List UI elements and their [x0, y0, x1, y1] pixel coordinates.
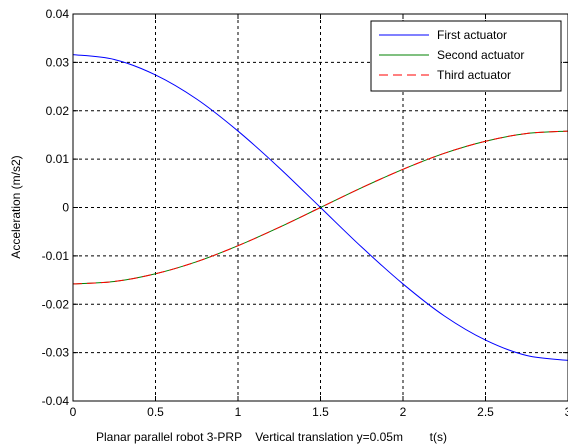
x-axis-label: Planar parallel robot 3-PRP Vertical tra… — [96, 430, 447, 444]
x-tick-label: 2.5 — [477, 405, 494, 419]
legend-label-1: First actuator — [437, 28, 507, 42]
x-tick-label: 1.5 — [312, 405, 329, 419]
y-tick-label: -0.03 — [42, 346, 70, 360]
legend: First actuator Second actuator Third actua… — [370, 20, 562, 92]
axis-ticks: 0 0.5 1 1.5 2 2.5 3 0.04 0.03 0.02 0.01 0 -0.01 -0.02… — [42, 7, 568, 419]
y-tick-label: -0.04 — [42, 394, 70, 408]
y-tick-label: 0 — [62, 201, 69, 215]
y-axis-label: Acceleration (m/s2) — [9, 155, 23, 258]
y-tick-label: 0.02 — [46, 104, 70, 118]
x-tick-label: 2 — [400, 405, 407, 419]
y-tick-label: 0.04 — [46, 7, 70, 21]
x-tick-label: 0.5 — [147, 405, 164, 419]
legend-label-2: Second actuator — [437, 48, 524, 62]
x-tick-label: 3 — [565, 405, 568, 419]
x-tick-label: 0 — [70, 405, 77, 419]
legend-box — [370, 20, 562, 92]
x-tick-label: 1 — [235, 405, 242, 419]
legend-label-3: Third actuator — [437, 68, 511, 82]
series-line-3 — [72, 130, 568, 285]
y-tick-label: -0.02 — [42, 297, 70, 311]
y-tick-label: -0.01 — [42, 249, 70, 263]
y-tick-label: 0.03 — [46, 55, 70, 69]
y-tick-label: 0.01 — [46, 152, 70, 166]
data-series — [72, 54, 568, 361]
